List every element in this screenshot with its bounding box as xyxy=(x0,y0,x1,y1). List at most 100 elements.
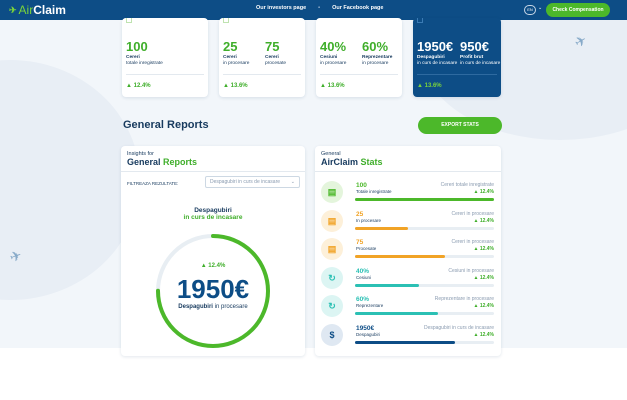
stat-row-bar-track xyxy=(355,283,494,287)
stat-row-label: Procesate xyxy=(356,246,377,251)
stat-row-label: Reprezentare xyxy=(356,303,384,308)
money-icon: $ xyxy=(321,323,343,346)
stat-row-category: Cesiuni in procesare xyxy=(448,267,494,274)
stat-row-bar-fill xyxy=(355,283,419,287)
stat-growth: ▲ 12.4% xyxy=(126,83,151,89)
ring-growth: ▲ 12.4% xyxy=(200,263,226,269)
divider xyxy=(223,74,301,75)
stat-value: 950€ xyxy=(460,39,489,54)
stat-card-total: 100 Cereri totale inregistrate ▲ 12.4% xyxy=(122,18,208,97)
stat-row-label: Despagubiri xyxy=(356,331,381,337)
stat-row-growth: ▲ 12.4% xyxy=(473,303,494,309)
stat-growth: ▲ 13.6% xyxy=(223,83,248,89)
document-icon: ▤ xyxy=(321,238,343,260)
stat-label: Cereri procesate xyxy=(265,55,287,66)
divider xyxy=(126,74,204,75)
chart-title: Despagubiri xyxy=(194,207,232,214)
stat-row-bar-fill xyxy=(355,255,446,258)
document-icon: ▤ xyxy=(321,209,343,232)
plane-icon: ✈ xyxy=(9,4,17,15)
ring-label: Despagubiri in procesare xyxy=(178,304,248,310)
stat-row-label: Totale inregistrate xyxy=(356,189,392,194)
chart-icon xyxy=(126,18,132,23)
decorative-wave xyxy=(0,60,140,300)
insights-panel xyxy=(121,146,305,356)
ring-value: 1950€ xyxy=(176,274,250,304)
chevron-down-icon[interactable]: ⌄ xyxy=(538,5,543,11)
stat-row-value: 60% xyxy=(356,296,370,303)
stat-growth: ▲ 13.6% xyxy=(417,83,442,89)
filter-label: FILTREAZA REZULTATE: xyxy=(127,181,179,186)
nav-investors-link[interactable]: Our investors page xyxy=(256,5,307,11)
stat-row-category: Cereri in procesare xyxy=(451,210,494,217)
progress-ring xyxy=(156,234,270,348)
airclaim-logo[interactable]: ✈ Air Claim xyxy=(9,3,66,17)
refresh-icon: ↻ xyxy=(321,266,343,289)
stat-growth: ▲ 13.6% xyxy=(320,83,345,89)
stat-row-growth: ▲ 12.4% xyxy=(473,217,494,224)
divider xyxy=(417,74,497,75)
panel-title: AirClaim Stats xyxy=(321,157,383,167)
stat-row-growth: ▲ 12.4% xyxy=(473,274,494,281)
stat-row-bar-fill xyxy=(355,312,439,315)
stat-label: Despagubiri in curs de incasare xyxy=(417,55,458,66)
check-compensation-button[interactable]: Check Compensation xyxy=(546,3,610,17)
stat-row-bar-track xyxy=(355,198,494,201)
stat-card-cesiuni: 40% Cesiuni in procesare 60% Reprezentare… xyxy=(316,18,426,97)
airclaim-stats-panel xyxy=(315,146,501,356)
stat-row-value: 100 xyxy=(356,182,367,189)
document-icon: ▤ xyxy=(321,181,343,203)
stat-row-growth: ▲ 12.4% xyxy=(473,246,494,252)
chart-icon xyxy=(417,18,423,23)
stat-row-value: 75 xyxy=(356,239,364,246)
panel-title: General Reports xyxy=(127,157,198,167)
divider xyxy=(315,171,501,172)
stat-row-label: In procesare xyxy=(356,217,382,223)
stat-row-bar-track xyxy=(355,312,494,315)
language-selector[interactable]: EN xyxy=(524,5,536,15)
stat-row-bar-track xyxy=(355,226,494,230)
stat-row-value: 25 xyxy=(356,210,364,218)
stat-label: Cereri totale inregistrate xyxy=(126,55,163,66)
stat-row-category: Cereri totale inregistrate xyxy=(440,182,494,188)
stat-row-category: Despagubiri in curs de incasare xyxy=(423,324,494,331)
chevron-down-icon: ⌄ xyxy=(290,179,295,185)
stat-card-processing: 25 Cereri in procesare 75 Cereri procesate… xyxy=(219,18,305,97)
stat-row-value: 40% xyxy=(356,267,370,275)
stat-row-value: 1950€ xyxy=(356,324,375,332)
panel-subtitle: General xyxy=(321,151,341,157)
divider xyxy=(320,74,398,75)
stat-value: 60% xyxy=(362,39,389,54)
top-nav: Our investors page • Our Facebook page xyxy=(256,5,383,11)
stat-card-despagubiri: 1950€ Despagubiri in curs de incasare 950… xyxy=(413,18,501,97)
export-stats-button[interactable]: EXPORT STATS xyxy=(418,117,502,134)
stat-row-bar-fill xyxy=(355,226,408,230)
stat-row-bar-fill xyxy=(355,198,494,201)
stat-row-bar-track xyxy=(355,255,494,258)
stat-value: 1950€ xyxy=(417,39,454,54)
filter-select[interactable]: Despagubiri in curs de incasare ⌄ xyxy=(205,176,300,188)
stat-label: Cesiuni in procesare xyxy=(320,55,347,66)
stat-value: 75 xyxy=(265,39,280,54)
panel-subtitle: Insights for xyxy=(127,151,154,157)
stat-label: Reprezentare in procesare xyxy=(362,55,393,66)
refresh-icon: ↻ xyxy=(321,295,343,317)
dashboard-background: ✈ ✈ xyxy=(0,20,627,348)
stat-row-bar-fill xyxy=(355,340,456,344)
stat-row-category: Cereri in procesare xyxy=(451,239,494,245)
nav-separator: • xyxy=(318,5,321,11)
stat-row-category: Reprezentare in procesare xyxy=(434,296,494,302)
stat-row-label: Cesiuni xyxy=(356,274,372,280)
stat-value: 25 xyxy=(223,39,238,54)
stat-label: Profit brut in curs de incasare xyxy=(460,55,501,66)
stat-row-growth: ▲ 12.4% xyxy=(473,189,494,195)
divider xyxy=(121,171,305,172)
chart-subtitle: in curs de incasare xyxy=(183,214,243,221)
section-title: General Reports xyxy=(123,119,209,131)
stat-row-bar-track xyxy=(355,340,494,344)
ring-fill xyxy=(156,234,270,348)
stat-label: Cereri in procesare xyxy=(223,55,250,66)
stat-row-growth: ▲ 12.4% xyxy=(473,331,494,338)
nav-facebook-link[interactable]: Our Facebook page xyxy=(332,5,384,11)
stat-value: 100 xyxy=(126,39,148,54)
